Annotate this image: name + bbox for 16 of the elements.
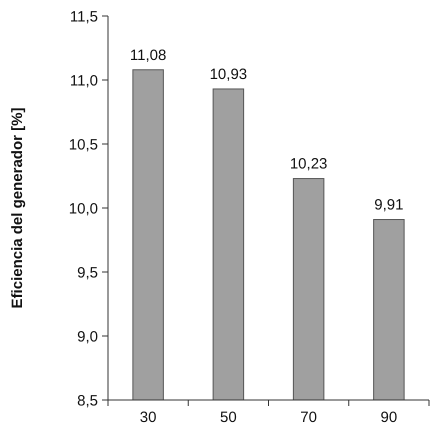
y-axis-title: Eficiencia del generador [%] [9, 108, 26, 308]
y-tick-label: 8,5 [77, 392, 98, 410]
data-label: 10,93 [210, 66, 248, 83]
y-tick-label: 9,0 [77, 328, 98, 346]
x-tick-label: 70 [300, 409, 317, 426]
y-tick-label: 10,5 [68, 136, 98, 154]
x-tick-label: 90 [380, 409, 398, 426]
y-tick-label: 10,0 [68, 200, 98, 218]
data-label: 10,23 [290, 156, 328, 173]
y-tick-label: 11,0 [70, 72, 98, 90]
y-tick-label: 11,5 [70, 8, 98, 26]
data-label: 9,91 [374, 196, 404, 214]
y-tick-label: 9,5 [77, 264, 98, 282]
x-tick-label: 50 [220, 409, 237, 426]
x-tick-label: 30 [140, 409, 156, 426]
data-label: 11,08 [130, 46, 166, 64]
